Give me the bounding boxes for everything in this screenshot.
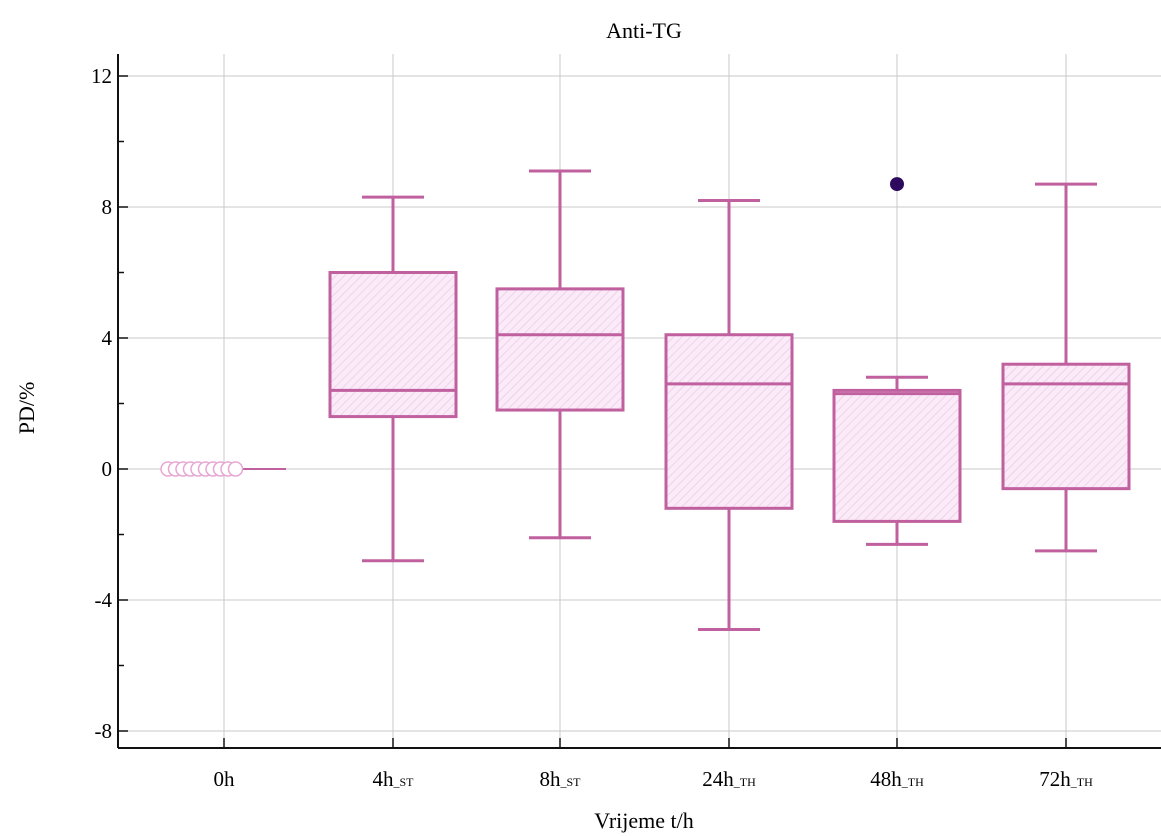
box-0h xyxy=(160,461,286,477)
axes xyxy=(117,54,1161,749)
outlier-point xyxy=(890,177,904,192)
x-axis-label: Vrijeme t/h xyxy=(594,808,693,833)
x-tick-labels: 0h 4h_ST 8h_ST 24h_TH 48h_TH 72h_TH xyxy=(214,767,1094,791)
x-tick-label: 0h xyxy=(214,767,236,791)
box-4h xyxy=(328,195,458,563)
grid xyxy=(118,54,1161,748)
iqr-box xyxy=(328,271,458,419)
y-tick-label: 12 xyxy=(91,64,112,88)
box-24h xyxy=(664,198,794,631)
y-tick-label: -8 xyxy=(95,719,113,743)
iqr-box xyxy=(664,333,794,510)
y-axis-label: PD/% xyxy=(14,382,39,435)
iqr-box xyxy=(495,287,625,412)
y-tick-labels: 12 8 4 0 -4 -8 xyxy=(91,64,113,743)
y-tick-label: 4 xyxy=(102,326,113,350)
y-tick-label: 8 xyxy=(102,195,113,219)
x-tick-label: 48h_TH xyxy=(870,767,924,791)
chart-title: Anti-TG xyxy=(606,18,682,43)
x-tick-label: 4h_ST xyxy=(372,767,414,791)
y-tick-label: -4 xyxy=(95,588,113,612)
outlier-point xyxy=(227,461,244,477)
x-tick-label: 72h_TH xyxy=(1039,767,1093,791)
iqr-box xyxy=(832,388,962,523)
box-8h xyxy=(495,169,625,540)
boxes xyxy=(160,169,1131,631)
box-48h xyxy=(832,177,962,546)
x-tick-label: 8h_ST xyxy=(539,767,581,791)
box-72h xyxy=(1001,182,1131,553)
y-tick-label: 0 xyxy=(102,457,113,481)
x-tick-label: 24h_TH xyxy=(702,767,756,791)
